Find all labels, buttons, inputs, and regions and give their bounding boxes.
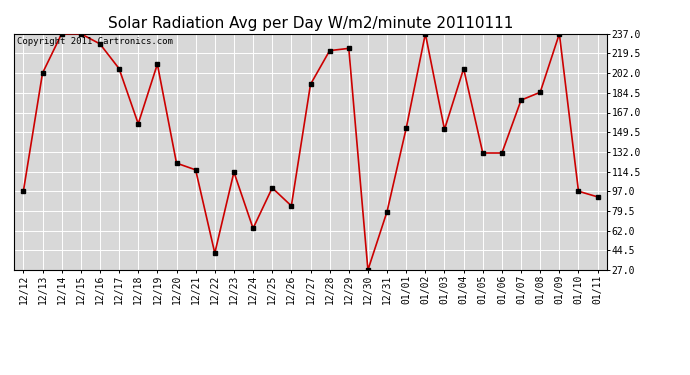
Title: Solar Radiation Avg per Day W/m2/minute 20110111: Solar Radiation Avg per Day W/m2/minute …: [108, 16, 513, 31]
Text: Copyright 2011 Cartronics.com: Copyright 2011 Cartronics.com: [17, 37, 172, 46]
